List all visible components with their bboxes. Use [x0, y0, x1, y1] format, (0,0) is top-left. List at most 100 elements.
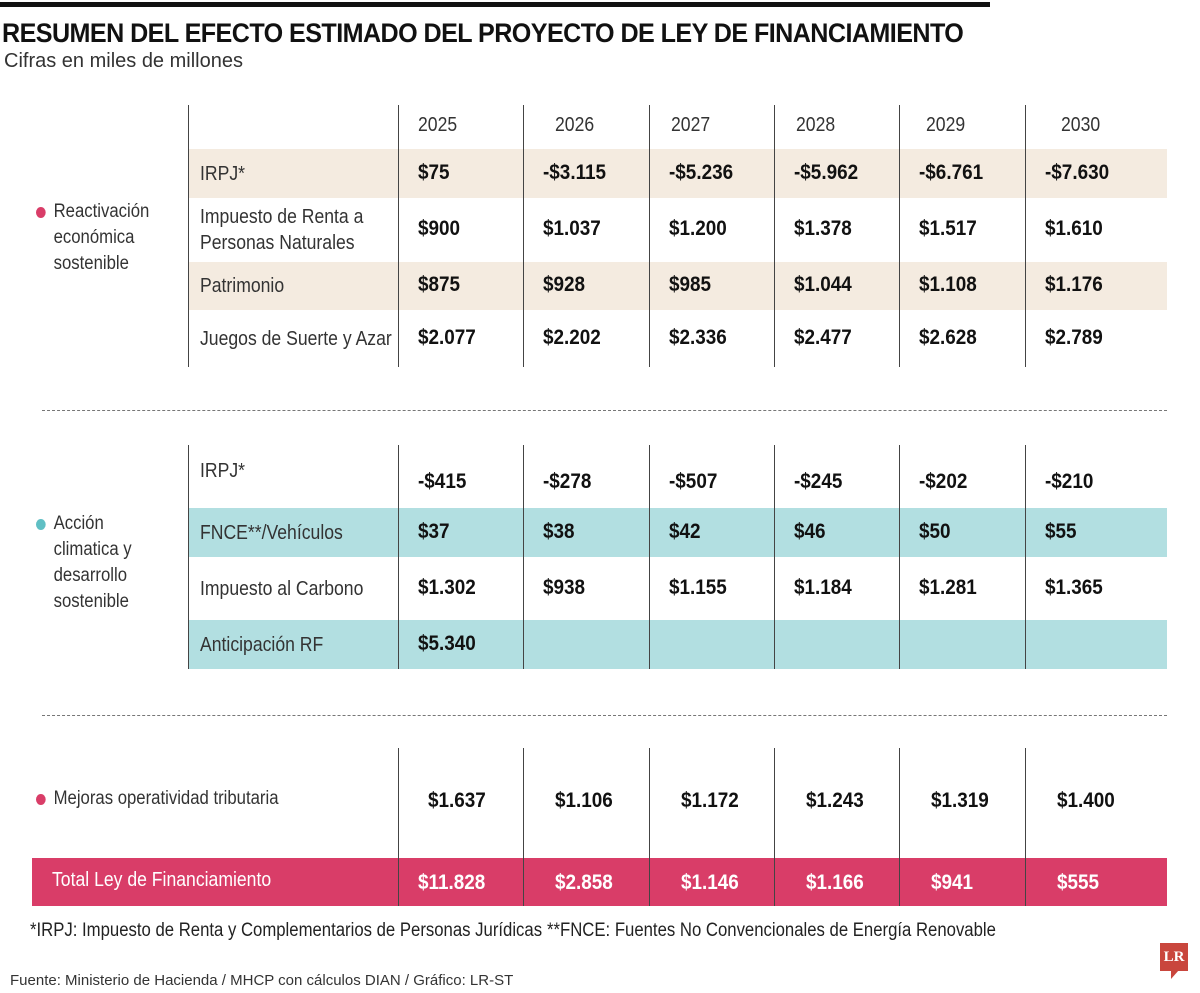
column-header-year: 2025: [418, 114, 458, 136]
total-value-cell: $1.146: [681, 871, 739, 894]
value-cell: $1.155: [669, 575, 727, 599]
value-cell: $2.077: [418, 325, 476, 349]
category-bullet-icon: [36, 794, 46, 805]
value-cell: $37: [418, 519, 450, 543]
value-cell: $900: [418, 217, 461, 240]
category-label: Acción climatica y desarrollo sostenible: [36, 511, 132, 615]
value-cell: -$415: [418, 469, 467, 493]
row-label-line: IRPJ*: [200, 459, 245, 482]
lr-logo-icon: LR: [1160, 943, 1188, 971]
row-label-line: IRPJ*: [200, 162, 245, 185]
category-label-line: Reactivación: [53, 201, 150, 222]
row-label: Impuesto al Carbono: [200, 576, 363, 602]
column-divider: [899, 105, 900, 367]
value-cell: -$3.115: [543, 160, 607, 184]
value-cell: -$507: [669, 469, 718, 493]
total-value-cell: $555: [1057, 871, 1100, 894]
column-header-year: 2028: [796, 114, 836, 136]
total-label: Total Ley de Financiamiento: [52, 869, 272, 891]
value-cell: $1.176: [1045, 273, 1103, 296]
value-cell: $1.037: [543, 217, 601, 240]
table-row: Impuesto de Renta a Personas Naturales $90…: [188, 198, 1167, 262]
value-cell: $938: [543, 575, 586, 599]
category-label-line: sostenible: [53, 591, 129, 612]
page-title: RESUMEN DEL EFECTO ESTIMADO DEL PROYECTO…: [2, 18, 964, 48]
value-cell: $46: [794, 519, 826, 543]
logo-speech-tail: [1171, 970, 1179, 979]
value-cell: $2.628: [919, 325, 977, 349]
column-divider: [649, 445, 650, 669]
column-divider: [899, 748, 900, 906]
row-label: IRPJ*: [200, 161, 245, 187]
source-note: Fuente: Ministerio de Hacienda / MHCP co…: [10, 972, 514, 989]
category-label-line: Acción: [53, 513, 104, 534]
row-label: Impuesto de Renta a Personas Naturales: [200, 204, 363, 256]
value-cell: -$210: [1045, 469, 1094, 493]
value-cell: $2.477: [794, 325, 852, 349]
column-divider: [523, 105, 524, 367]
value-cell: $38: [543, 519, 575, 543]
value-cell: $985: [669, 273, 712, 296]
column-divider: [398, 445, 399, 669]
category-label: Mejoras operatividad tributaria: [36, 786, 279, 812]
column-divider: [774, 748, 775, 906]
value-cell: $2.789: [1045, 325, 1103, 349]
total-value-cell: $2.858: [555, 871, 613, 894]
value-cell: $1.400: [1057, 789, 1115, 812]
column-header-year: 2030: [1061, 114, 1101, 136]
table-row: FNCE**/Vehículos $37 $38 $42 $46 $50 $55: [188, 508, 1167, 557]
table-left-border: [188, 105, 189, 367]
total-row: [32, 858, 1167, 906]
row-label-line: Patrimonio: [200, 275, 285, 297]
value-cell: $1.319: [931, 789, 989, 812]
value-cell: $2.336: [669, 325, 727, 349]
row-label: FNCE**/Vehículos: [200, 520, 343, 546]
value-cell: $42: [669, 519, 701, 543]
value-cell: -$5.962: [794, 160, 859, 184]
column-header-year: 2026: [555, 114, 595, 136]
total-value-cell: $1.166: [806, 871, 864, 894]
footnote-irpj: *IRPJ: Impuesto de Renta y Complementari…: [30, 920, 543, 941]
value-cell: -$202: [919, 469, 968, 493]
category-label-line: económica: [53, 227, 135, 248]
section-separator: [42, 410, 1167, 411]
value-cell: -$245: [794, 469, 843, 493]
footnote-fnce: **FNCE: Fuentes No Convencionales de Ene…: [547, 920, 996, 941]
value-cell: $875: [418, 273, 461, 296]
column-divider: [523, 748, 524, 906]
value-cell: $928: [543, 273, 586, 296]
column-divider: [523, 445, 524, 669]
column-divider: [774, 445, 775, 669]
category-label-line: sostenible: [53, 253, 129, 274]
value-cell: $1.517: [919, 217, 977, 240]
section-separator: [42, 715, 1167, 716]
value-cell: $55: [1045, 519, 1077, 543]
value-cell: -$6.761: [919, 160, 984, 184]
row-label: Juegos de Suerte y Azar: [200, 326, 392, 352]
value-cell: $1.172: [681, 789, 739, 812]
value-cell: $1.108: [919, 273, 977, 296]
value-cell: $1.106: [555, 789, 613, 812]
value-cell: $75: [418, 160, 450, 184]
page-subtitle: Cifras en miles de millones: [4, 50, 243, 72]
total-value-cell: $11.828: [418, 871, 486, 894]
value-cell: -$278: [543, 469, 592, 493]
row-label-line: Impuesto al Carbono: [200, 577, 364, 600]
row-label: IRPJ*: [200, 458, 245, 484]
column-divider: [1025, 748, 1026, 906]
row-label-line: Personas Naturales: [200, 232, 355, 254]
value-cell: -$5.236: [669, 160, 734, 184]
column-divider: [1025, 445, 1026, 669]
category-label: Reactivación económica sostenible: [36, 199, 149, 277]
category-label-line: desarrollo: [53, 565, 128, 586]
title-rule: [0, 2, 990, 7]
value-cell: $1.200: [669, 217, 727, 240]
column-divider: [649, 105, 650, 367]
column-divider: [398, 105, 399, 367]
row-label-line: Anticipación RF: [200, 633, 324, 656]
value-cell: $1.637: [428, 789, 486, 812]
value-cell: $1.378: [794, 217, 852, 240]
row-label-line: Impuesto de Renta a: [200, 206, 364, 228]
column-header-year: 2029: [926, 114, 966, 136]
value-cell: -$7.630: [1045, 160, 1110, 184]
